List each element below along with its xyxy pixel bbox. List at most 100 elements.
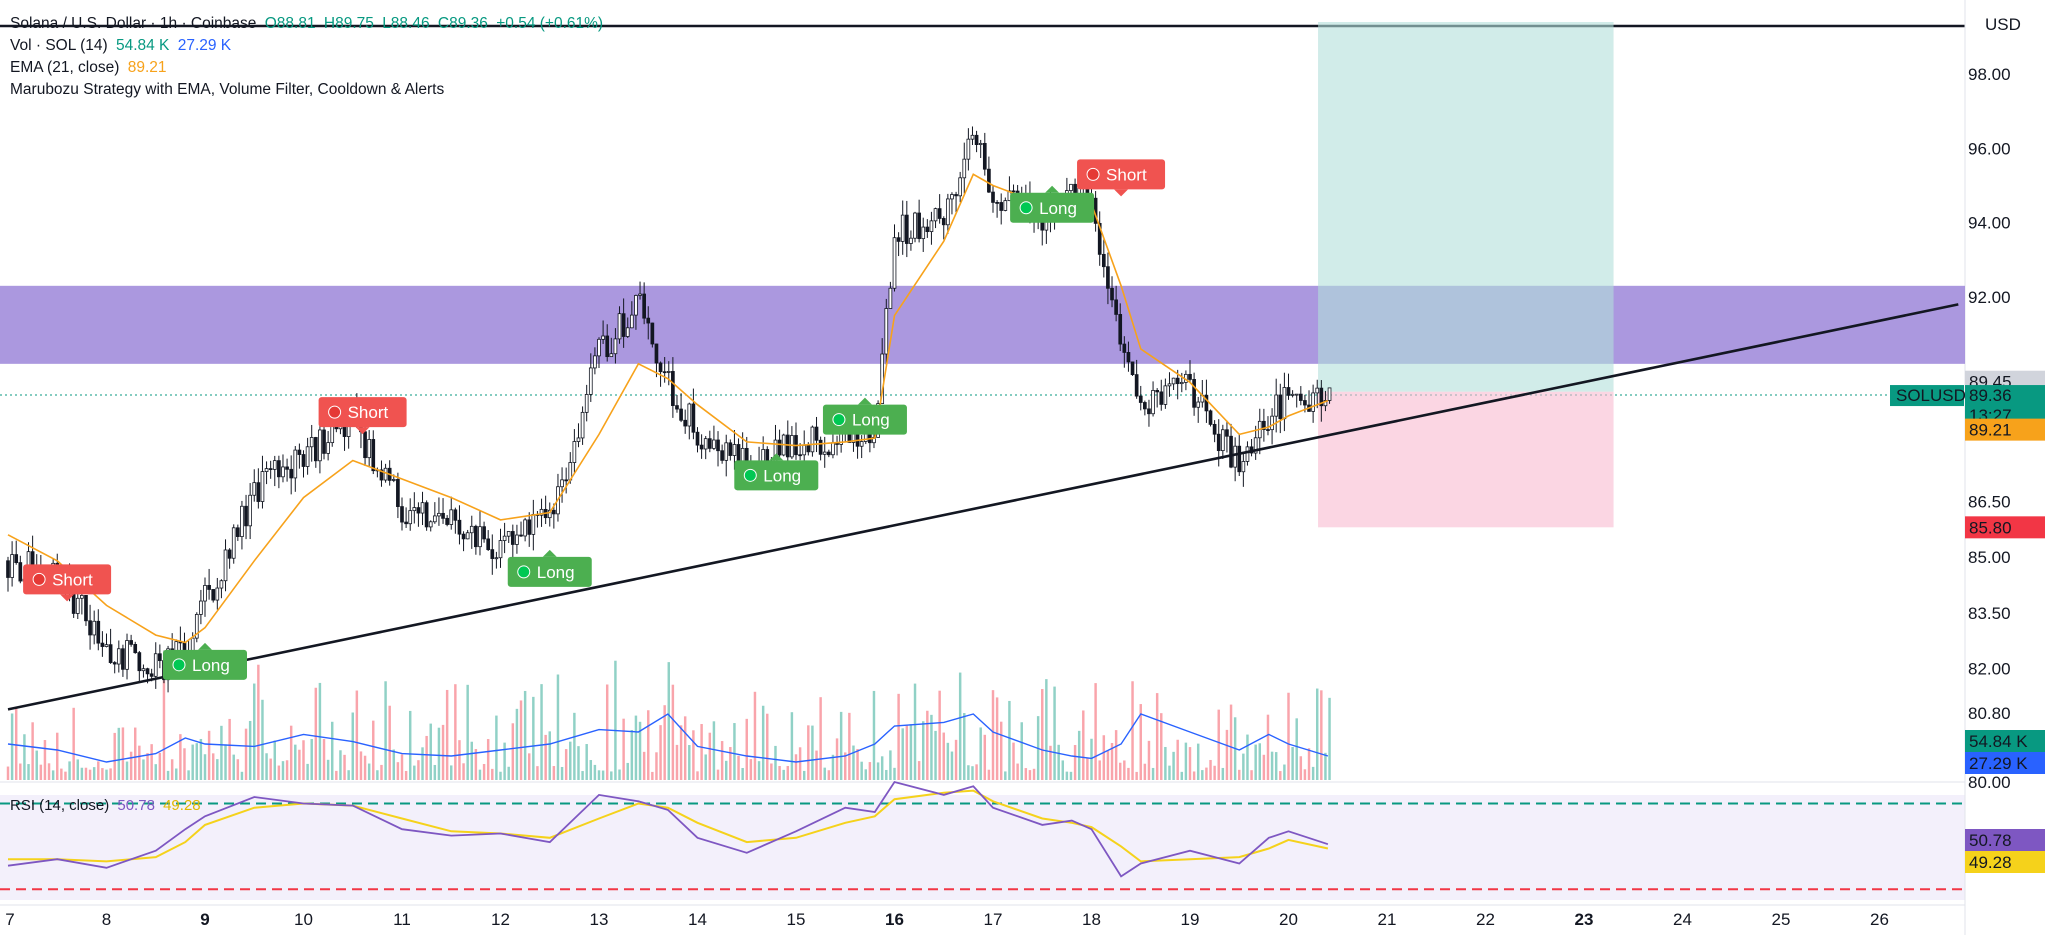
volume-bar [897,693,900,780]
candle-body [371,439,376,472]
ema-line [7,173,1329,644]
volume-bar [191,744,194,780]
time-axis[interactable]: 7 8 9 10 11 12 13 14 15 16 17 18 19 20 21 22 23 24 25 26 [5,910,1889,929]
volume-bar [425,735,428,780]
volume-bar [999,721,1003,780]
candle-body [1262,420,1266,430]
signal-dot-icon [32,572,46,586]
volume-bar [433,764,437,780]
candle-body [1290,393,1295,396]
candle-body [6,560,10,578]
candle-body [1315,387,1320,394]
rsi-legend[interactable]: RSI (14, close) 50.78 49.28 [10,795,205,817]
candle-body [1220,429,1225,452]
volume-bar [610,771,613,780]
trendline[interactable] [7,303,1959,711]
candle-body [822,451,827,455]
candle-body [1266,429,1270,431]
signal-label: Long [192,656,230,675]
currency-label: USD [1985,15,2021,34]
candle-body [108,644,113,663]
volume-bar [708,732,712,780]
candle-body [539,508,544,516]
volume-bar [14,707,18,780]
volume-bar [335,770,338,780]
candle-body [1143,402,1147,410]
candle-body [888,287,893,309]
candle-body [80,595,84,599]
volume-bar [380,764,383,780]
volume-bar [51,770,55,780]
profit-zone[interactable] [1318,22,1614,392]
candle-body [621,313,626,337]
candle-body [1110,287,1114,301]
time-tick-label: 17 [984,910,1003,929]
volume-bar [893,767,896,780]
candle-body [950,194,954,200]
volume-bar [478,769,482,780]
candle-body [305,446,310,467]
time-tick-label: 9 [200,910,209,929]
volume-bar [228,718,231,780]
candle-body [104,644,109,647]
volume-bar [211,753,215,780]
volume-bar [6,766,10,780]
last-price-badge: 89.36 [1969,386,2012,405]
volume-bar [802,770,806,780]
candle-body [547,509,552,519]
candle-body [1147,408,1151,415]
candle-body [272,460,277,470]
volume-bar [109,768,112,780]
candle-body [1274,394,1279,417]
volume-bar [523,690,527,780]
volume-bar [207,730,211,780]
time-tick-label: 20 [1279,910,1298,929]
candle-body [1270,415,1274,431]
long-position-tool[interactable] [1318,22,1614,528]
volume-bar [954,739,958,780]
volume-bar [117,727,121,780]
volume-bar [839,711,843,780]
volume-bar [1250,770,1253,780]
volume-bar [310,738,313,780]
symbol-legend[interactable]: Solana / U.S. Dollar · 1h · Coinbase O88… [10,13,607,35]
volume-bar [175,768,178,780]
volume-bar [224,744,227,780]
time-tick-label: 12 [491,910,510,929]
candle-body [482,526,486,540]
volume-legend[interactable]: Vol · SOL (14) 54.84 K 27.29 K [10,35,235,57]
ema-legend[interactable]: EMA (21, close) 89.21 [10,57,171,79]
volume-bar [876,762,880,780]
signal-label: Long [852,411,890,430]
strategy-legend[interactable]: Marubozu Strategy with EMA, Volume Filte… [10,79,448,101]
volume-bar [195,743,199,780]
loss-zone[interactable] [1318,391,1614,528]
volume-bar [441,724,445,780]
volume-bar [778,766,781,780]
volume-bar [1192,771,1196,780]
volume-bar [585,744,588,780]
candle-body [1196,401,1201,408]
volume-bar [655,752,658,780]
volume-bar [88,769,92,780]
volume-bar [515,708,519,780]
rsi-pane [0,780,1965,891]
candle-body [153,653,158,677]
signal-bg [318,397,407,428]
candle-body [728,442,733,456]
candle-body [137,652,142,672]
candle-body [937,208,942,219]
volume-bar [1188,747,1192,780]
candle-body [256,482,261,502]
volume-bar [72,707,75,780]
price-axis[interactable]: USD 98.00 96.00 94.00 92.00 86.50 85.00 83.50 82… [1890,0,2048,935]
volume-bar [1209,759,1212,780]
volume-bar [905,725,909,780]
volume-bar [56,732,59,780]
candle-body [301,454,306,467]
volume-bar [564,749,568,780]
volume-bar [1147,740,1151,780]
volume-bar [232,754,235,780]
volume-bar [811,725,814,780]
